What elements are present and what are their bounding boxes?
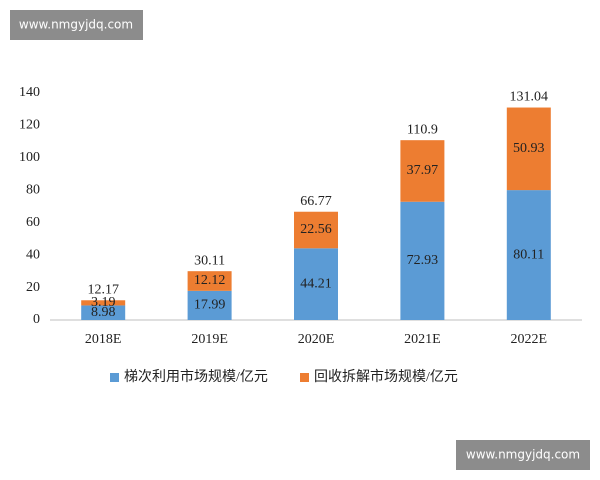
y-tick-label: 120	[19, 118, 40, 133]
bar-segment	[294, 248, 338, 320]
segment-label: 44.21	[300, 276, 332, 291]
watermark: www.nmgyjdq.com	[466, 448, 580, 462]
y-tick-label: 20	[26, 280, 40, 295]
bar-segment	[506, 190, 551, 320]
x-tick-label: 2018E	[85, 332, 122, 347]
y-tick-label: 140	[19, 85, 40, 100]
bar-segment	[506, 107, 551, 191]
y-tick-label: 40	[26, 247, 40, 262]
bar-segment	[400, 140, 445, 202]
segment-label: 80.11	[513, 247, 544, 262]
bar-segment	[187, 290, 232, 320]
bar-segment	[294, 211, 338, 249]
segment-label: 17.99	[194, 298, 226, 313]
total-label: 66.77	[300, 194, 332, 209]
x-tick-label: 2021E	[404, 332, 441, 347]
segment-label: 72.93	[407, 253, 439, 268]
y-tick-label: 80	[26, 183, 40, 198]
segment-label: 8.98	[91, 305, 116, 320]
legend-label: 梯次利用市场规模/亿元	[124, 368, 268, 385]
legend-swatch	[300, 373, 309, 382]
x-tick-label: 2020E	[298, 332, 335, 347]
legend-label: 回收拆解市场规模/亿元	[314, 368, 458, 385]
x-tick-label: 2019E	[191, 332, 228, 347]
segment-label: 12.12	[194, 273, 226, 288]
total-label: 12.17	[87, 282, 119, 297]
segment-label: 22.56	[300, 222, 332, 237]
segment-label: 50.93	[513, 141, 545, 156]
total-label: 30.11	[194, 253, 225, 268]
segment-label: 3.19	[91, 295, 116, 310]
watermark-box	[10, 10, 143, 40]
total-label: 131.04	[510, 90, 549, 105]
watermark: www.nmgyjdq.com	[19, 18, 133, 32]
x-tick-label: 2022E	[511, 332, 548, 347]
segment-label: 37.97	[407, 163, 439, 178]
watermark-box	[456, 440, 590, 470]
legend-swatch	[110, 373, 119, 382]
y-tick-label: 0	[33, 312, 40, 327]
y-tick-label: 60	[26, 215, 40, 230]
total-label: 110.9	[407, 122, 438, 137]
bar-segment	[187, 271, 232, 291]
bar-segment	[81, 300, 126, 306]
y-tick-label: 100	[19, 150, 40, 165]
bar-segment	[400, 201, 445, 320]
bar-segment	[81, 305, 126, 320]
